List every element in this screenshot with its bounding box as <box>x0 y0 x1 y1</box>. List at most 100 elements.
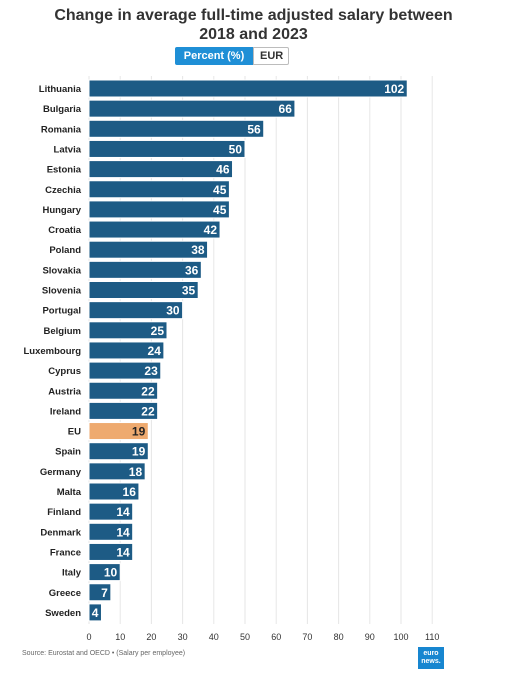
bar <box>88 583 112 602</box>
data-label: 23 <box>144 364 158 378</box>
bar <box>88 301 184 320</box>
x-tick-label: 70 <box>302 632 312 642</box>
category-label: Finland <box>47 507 81 518</box>
bar <box>88 79 408 98</box>
data-label: 10 <box>104 566 118 580</box>
data-label: 16 <box>123 485 137 499</box>
bar <box>88 361 162 380</box>
eur-toggle-button[interactable]: EUR <box>253 47 289 65</box>
category-label: Belgium <box>44 326 81 337</box>
category-label: Germany <box>40 467 82 478</box>
percent-toggle-button[interactable]: Percent (%) <box>175 47 253 65</box>
category-label: Slovakia <box>42 265 81 276</box>
bar <box>88 281 199 299</box>
source-note: Source: Eurostat and OECD • (Salary per … <box>22 650 186 657</box>
data-label: 24 <box>148 344 162 358</box>
data-label: 25 <box>151 324 165 338</box>
category-label: Czechia <box>45 185 82 196</box>
category-label: Luxembourg <box>23 346 81 357</box>
chart-title-line-1: Change in average full-time adjusted sal… <box>54 7 453 24</box>
data-label: 56 <box>247 122 261 136</box>
data-label: 102 <box>384 82 404 96</box>
data-label: 18 <box>129 465 143 479</box>
bar <box>88 240 209 259</box>
data-label: 38 <box>191 243 205 257</box>
category-label: Lithuania <box>39 84 82 95</box>
x-tick-label: 100 <box>393 632 408 642</box>
category-label: Ireland <box>50 406 81 417</box>
data-label: 42 <box>204 223 218 237</box>
bar <box>88 119 265 138</box>
data-label: 30 <box>166 304 180 318</box>
bar <box>88 139 246 158</box>
bar <box>88 442 149 461</box>
x-tick-label: 50 <box>240 632 250 642</box>
unit-toggle: Percent (%) EUR <box>175 47 289 65</box>
bar <box>88 482 140 501</box>
data-label: 36 <box>185 263 199 277</box>
bar <box>88 502 134 521</box>
bar <box>88 401 159 420</box>
data-label: 66 <box>279 102 293 116</box>
bar <box>88 260 202 279</box>
category-label: Spain <box>55 447 81 458</box>
logo-text-1: euro <box>423 650 439 657</box>
category-label: Estonia <box>47 165 82 176</box>
category-label: Bulgaria <box>43 104 82 115</box>
category-label: Romania <box>41 124 82 135</box>
data-label: 7 <box>101 586 108 600</box>
data-label: 45 <box>213 183 227 197</box>
category-label: Portugal <box>42 306 81 317</box>
category-label: Austria <box>48 386 81 397</box>
chart-title-line-2: 2018 and 2023 <box>199 26 308 43</box>
category-label: Hungary <box>42 205 81 216</box>
data-label: 22 <box>141 384 155 398</box>
data-label: 35 <box>182 284 196 298</box>
data-label: 46 <box>216 163 230 177</box>
data-label: 4 <box>92 606 99 620</box>
category-label: Slovenia <box>42 286 82 297</box>
bar <box>88 220 221 239</box>
bar <box>88 563 121 582</box>
category-label: Poland <box>49 245 81 256</box>
chart-title: Change in average full-time adjusted sal… <box>0 6 507 44</box>
euronews-logo: euro news. <box>418 647 444 669</box>
data-label: 19 <box>132 445 146 459</box>
data-label: 45 <box>213 203 227 217</box>
data-label: 14 <box>116 545 130 559</box>
category-label: Denmark <box>40 527 81 538</box>
bar <box>88 542 134 561</box>
category-label: Italy <box>62 568 82 579</box>
x-tick-label: 20 <box>146 632 156 642</box>
bar <box>88 522 134 541</box>
x-tick-label: 10 <box>115 632 125 642</box>
category-label: Malta <box>57 487 82 498</box>
data-label: 22 <box>141 404 155 418</box>
bar <box>88 180 230 199</box>
bar <box>88 603 102 622</box>
bar <box>88 160 234 179</box>
category-label: France <box>50 547 81 558</box>
category-label: EU <box>68 427 81 438</box>
x-tick-label: 110 <box>425 632 439 642</box>
x-tick-label: 60 <box>271 632 281 642</box>
data-label: 14 <box>116 505 130 519</box>
logo-text-2: news. <box>421 658 441 665</box>
category-label: Sweden <box>45 608 81 619</box>
data-label: 50 <box>229 142 243 156</box>
x-tick-label: 30 <box>178 632 188 642</box>
bar <box>88 422 149 441</box>
bar <box>88 200 230 219</box>
bar <box>88 381 159 400</box>
bar <box>88 99 296 118</box>
bar-chart: 0 10 20 30 40 50 60 70 80 90 100 110 Lithuania 102 Bul… <box>23 76 439 642</box>
x-tick-label: 90 <box>365 632 375 642</box>
category-label: Greece <box>49 588 81 599</box>
x-tick-label: 40 <box>209 632 219 642</box>
data-label: 19 <box>132 425 146 439</box>
bar <box>88 321 168 340</box>
category-label: Latvia <box>54 144 82 155</box>
category-label: Croatia <box>48 225 81 236</box>
x-tick-label: 80 <box>334 632 344 642</box>
x-tick-label: 0 <box>86 632 91 642</box>
